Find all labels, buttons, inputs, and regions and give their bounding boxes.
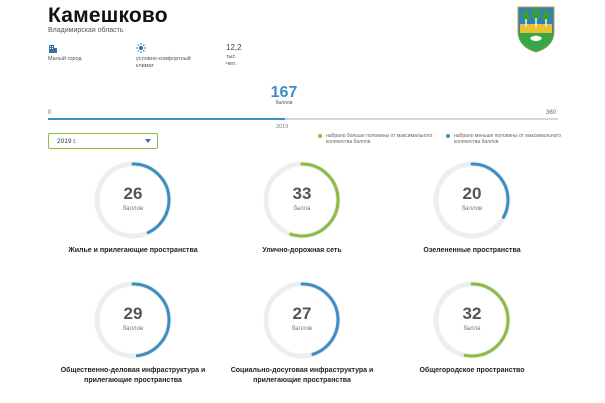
sun-icon xyxy=(136,43,196,53)
category-score-value: 32 xyxy=(462,304,482,323)
category-score-value: 29 xyxy=(123,304,143,323)
stat-label: тыс. чел. xyxy=(226,54,237,67)
building-icon xyxy=(48,43,82,53)
category-score-unit: баллов xyxy=(461,206,483,212)
category-score-unit: баллов xyxy=(122,206,144,212)
ring-progress-arc xyxy=(434,162,510,238)
legend-dot-green xyxy=(318,134,322,138)
region-name: Владимирская область xyxy=(48,27,124,34)
year-select-value: 2019 г. xyxy=(57,138,77,145)
total-score-unit: баллов xyxy=(275,100,293,106)
ring-progress-arc xyxy=(264,162,340,238)
ring-progress-arc xyxy=(95,282,171,358)
progress-max-label: 360 xyxy=(546,110,557,116)
ring-progress-arc xyxy=(434,282,510,358)
category-label: Общественно-деловая инфраструктура и при… xyxy=(60,367,206,384)
category-score-unit: баллов xyxy=(122,326,144,332)
category-label: Озелененные пространства xyxy=(423,247,521,254)
legend-item-below-half: набрано меньше половины от максимального… xyxy=(446,133,566,145)
category-score-ring: 29 баллов xyxy=(93,280,173,360)
category-score-value: 20 xyxy=(462,184,482,203)
legend-text: набрано меньше половины от максимального… xyxy=(454,133,561,145)
legend-text: набрано больше половины от максимального… xyxy=(326,133,433,145)
category-score-value: 26 xyxy=(123,184,143,203)
category-score-value: 27 xyxy=(292,304,312,323)
coat-of-arms-icon xyxy=(516,5,556,53)
category-label: Социально-досуговая инфраструктура и при… xyxy=(230,367,374,384)
category-score-ring: 26 баллов xyxy=(93,160,173,240)
stat-town-size: Малый город xyxy=(48,43,82,63)
progress-year-marker: 2019 xyxy=(276,124,289,130)
ring-progress-arc xyxy=(264,282,340,358)
city-title: Камешково xyxy=(48,4,168,27)
stat-population: 12,2 тыс. чел. xyxy=(226,43,248,68)
year-select[interactable]: 2019 г. xyxy=(48,133,158,149)
category-score-ring: 32 балла xyxy=(432,280,512,360)
category-label: Жилье и прилегающие пространства xyxy=(68,247,198,254)
stat-climate: условно комфортный климат xyxy=(136,43,196,70)
stat-label: Малый город xyxy=(48,56,82,62)
ring-progress-arc xyxy=(95,162,171,238)
population-value: 12,2 xyxy=(226,43,242,52)
category-score-unit: балла xyxy=(293,206,311,212)
score-progress-bar xyxy=(48,118,558,120)
chevron-down-icon[interactable] xyxy=(145,139,151,143)
category-score-unit: баллов xyxy=(291,326,313,332)
score-progress-fill xyxy=(48,118,285,120)
category-score-unit: балла xyxy=(463,326,481,332)
category-score-ring: 27 баллов xyxy=(262,280,342,360)
legend-dot-blue xyxy=(446,134,450,138)
category-score-value: 33 xyxy=(292,184,312,203)
stat-label: условно комфортный климат xyxy=(136,56,191,69)
category-label: Общегородское пространство xyxy=(419,367,525,374)
category-label: Улично-дорожная сеть xyxy=(262,247,342,254)
category-score-ring: 20 баллов xyxy=(432,160,512,240)
progress-min-label: 0 xyxy=(48,110,52,116)
category-score-ring: 33 балла xyxy=(262,160,342,240)
legend-item-above-half: набрано больше половины от максимального… xyxy=(318,133,438,145)
total-score: 167 xyxy=(270,84,298,101)
